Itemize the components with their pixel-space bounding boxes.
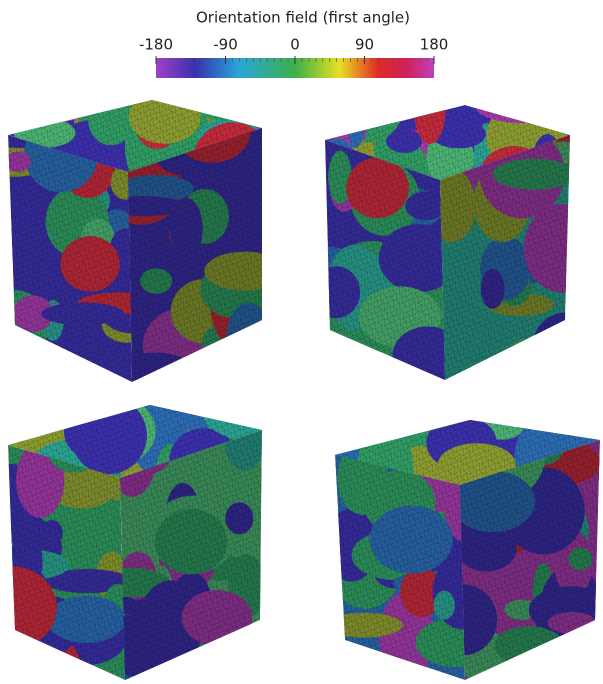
colorbar-title: Orientation field (first angle) [196, 9, 410, 27]
tick-label: 0 [290, 36, 300, 54]
grain [349, 365, 372, 392]
grain [366, 411, 414, 435]
tick-label: 90 [355, 36, 374, 54]
tick-label: -180 [139, 36, 173, 54]
cube-renderings [0, 67, 603, 684]
shade [325, 140, 445, 380]
figure: Orientation field (first angle) -180 -90 0… [0, 0, 603, 684]
grain [535, 652, 603, 684]
shade [8, 445, 125, 680]
shade [128, 128, 262, 382]
shade [335, 455, 465, 680]
grain [504, 338, 546, 410]
grain [330, 647, 379, 684]
tick-label: -90 [213, 36, 238, 54]
tick-label: 180 [420, 36, 449, 54]
shade [8, 135, 132, 382]
grain [234, 363, 279, 389]
grain [59, 88, 96, 113]
